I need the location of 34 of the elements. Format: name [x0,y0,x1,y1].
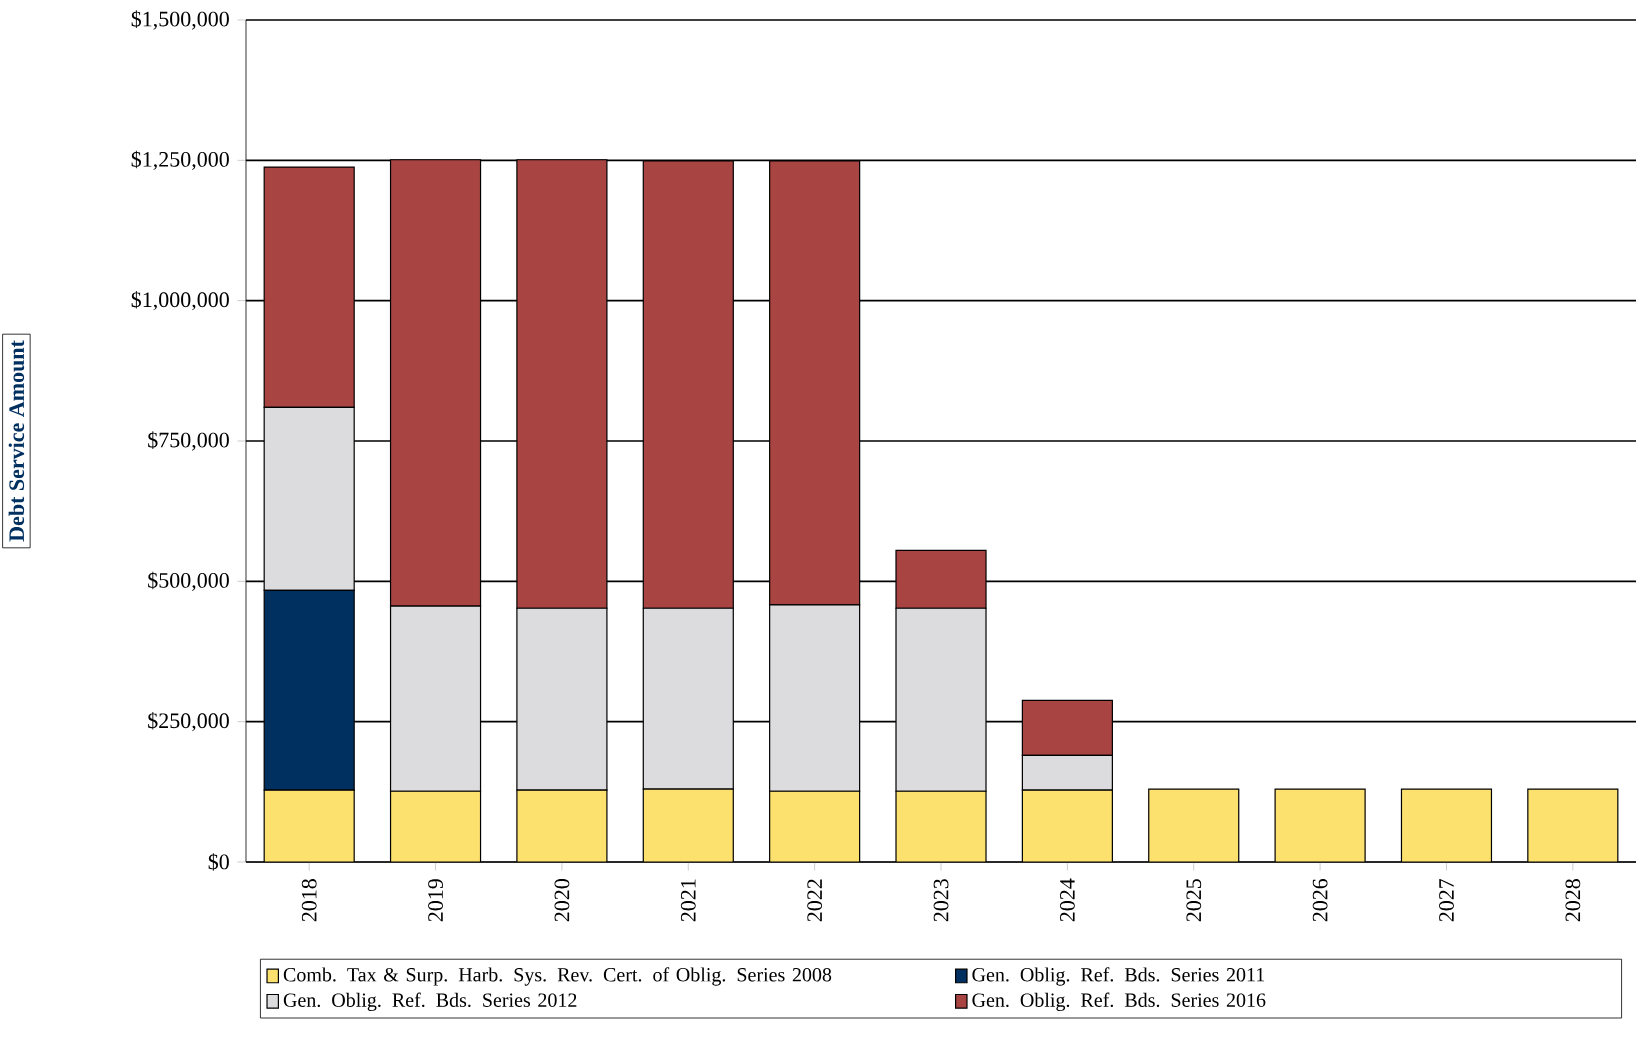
x-tick-label: 2022 [807,879,823,922]
legend-label: Gen. Oblig. Ref. Bds. Series 2012 [283,992,577,1012]
x-tick-label: 2024 [1059,878,1075,922]
x-tick-label: 2018 [301,879,317,922]
bar [643,789,734,862]
y-axis-title: Debt Service Amount [8,340,25,542]
bar [516,790,607,862]
x-tick-label: 2023 [933,879,949,922]
x-tick-label: 2027 [1439,878,1454,922]
x-tick-label: 2020 [554,879,570,922]
x-tick-label: 2019 [428,879,443,922]
legend-label: Gen. Oblig. Ref. Bds. Series 2016 [972,992,1266,1012]
bar [1401,789,1492,862]
y-tick-label: $250,000 [148,712,229,732]
x-tick-label: 2025 [1186,879,1202,922]
bar [390,791,481,862]
bar [1148,789,1239,862]
x-tick-label: 2028 [1565,879,1581,922]
y-tick-label: $1,500,000 [131,10,229,30]
bar [1275,789,1366,862]
y-tick-label: $750,000 [148,431,229,451]
bar [769,791,860,862]
bar [1527,788,1619,862]
x-tick-label: 2021 [680,879,696,922]
bar [264,790,355,862]
bar [896,791,987,862]
y-tick-label: $500,000 [148,571,229,591]
legend-label: Gen. Oblig. Ref. Bds. Series 2011 [972,967,1265,986]
y-tick-label: $1,000,000 [131,291,229,311]
y-tick-label: $1,250,000 [131,150,229,170]
y-tick-label: $0 [208,853,229,871]
x-tick-label: 2026 [1312,878,1328,922]
legend-label: Comb. Tax & Surp. Harb. Sys. Rev. Cert. of Oblig. Series 2008 [283,967,832,986]
bar [1022,790,1113,862]
